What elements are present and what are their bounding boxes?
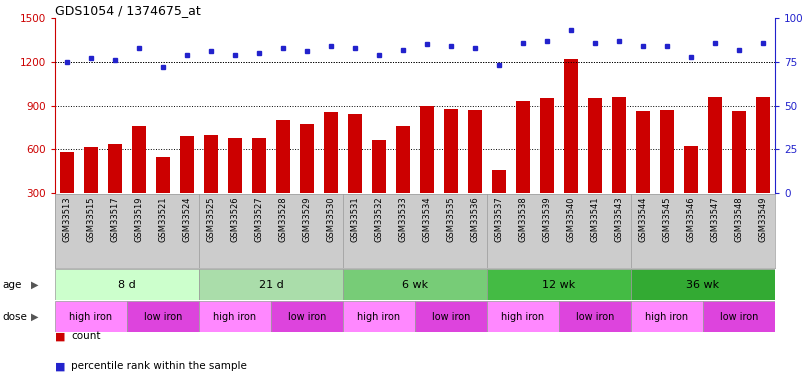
Text: 21 d: 21 d [259,279,284,290]
Text: GSM33548: GSM33548 [734,196,743,242]
Text: GSM33517: GSM33517 [110,196,119,242]
Text: GSM33545: GSM33545 [663,196,671,242]
Text: high iron: high iron [501,312,545,321]
Bar [181,136,193,193]
Bar [348,114,362,193]
Text: GSM33535: GSM33535 [447,196,455,242]
Text: GSM33539: GSM33539 [542,196,551,242]
Text: GSM33540: GSM33540 [567,196,575,242]
Bar [703,301,775,332]
Bar [631,301,703,332]
Text: GSM33515: GSM33515 [86,196,95,242]
Bar [421,106,434,193]
Text: GSM33526: GSM33526 [231,196,239,242]
Text: GSM33543: GSM33543 [614,196,624,242]
Text: GSM33537: GSM33537 [495,196,504,242]
Text: GSM33524: GSM33524 [182,196,192,242]
Text: count: count [71,331,101,341]
Bar [60,152,73,193]
Text: 12 wk: 12 wk [542,279,575,290]
Text: low iron: low iron [288,312,326,321]
Text: high iron: high iron [357,312,401,321]
Bar [127,301,199,332]
Bar [733,111,746,193]
Bar [564,59,578,193]
Bar [132,126,146,193]
Text: GSM33521: GSM33521 [159,196,168,242]
Text: GSM33536: GSM33536 [471,196,480,242]
Text: GSM33519: GSM33519 [135,196,143,242]
Text: 6 wk: 6 wk [402,279,428,290]
Text: GSM33544: GSM33544 [638,196,647,242]
Text: GSM33541: GSM33541 [591,196,600,242]
Text: GSM33532: GSM33532 [375,196,384,242]
Bar [631,269,775,300]
Text: GDS1054 / 1374675_at: GDS1054 / 1374675_at [55,4,201,17]
Bar [756,97,770,193]
Text: high iron: high iron [69,312,113,321]
Bar [301,124,314,193]
Text: percentile rank within the sample: percentile rank within the sample [71,361,247,371]
Bar [613,97,625,193]
Text: ■: ■ [55,331,65,341]
Bar [637,111,650,193]
Bar [343,269,487,300]
Bar [517,101,530,193]
Text: GSM33538: GSM33538 [518,196,527,242]
Bar [397,126,409,193]
Text: ▶: ▶ [31,279,39,290]
Bar [199,269,343,300]
Text: low iron: low iron [575,312,614,321]
Bar [343,301,415,332]
Text: ■: ■ [55,361,65,371]
Bar [487,269,631,300]
Text: high iron: high iron [646,312,688,321]
Text: GSM33549: GSM33549 [758,196,767,242]
Bar [559,301,631,332]
Text: GSM33530: GSM33530 [326,196,335,242]
Bar [55,269,199,300]
Bar [492,170,505,193]
Text: low iron: low iron [432,312,470,321]
Text: GSM33513: GSM33513 [63,196,72,242]
Text: GSM33533: GSM33533 [398,196,408,242]
Bar [468,110,482,193]
Bar [85,147,98,193]
Text: low iron: low iron [143,312,182,321]
Bar [684,146,698,193]
Bar [228,138,242,193]
Bar [660,110,674,193]
Bar [444,109,458,193]
Text: low iron: low iron [720,312,758,321]
Bar [55,301,127,332]
Text: GSM33529: GSM33529 [302,196,311,242]
Bar [324,112,338,193]
Bar [199,301,271,332]
Text: dose: dose [2,312,27,321]
Text: GSM33534: GSM33534 [422,196,431,242]
Bar [252,138,266,193]
Bar [205,135,218,193]
Text: ▶: ▶ [31,312,39,321]
Bar [156,157,169,193]
Bar [415,301,487,332]
Text: GSM33546: GSM33546 [687,196,696,242]
Bar [276,120,289,193]
Text: 36 wk: 36 wk [687,279,720,290]
Text: GSM33527: GSM33527 [255,196,264,242]
Text: high iron: high iron [214,312,256,321]
Bar [487,301,559,332]
Bar [708,97,721,193]
Bar [108,144,122,193]
Bar [372,140,385,193]
Text: 8 d: 8 d [118,279,136,290]
Text: GSM33528: GSM33528 [279,196,288,242]
Bar [540,98,554,193]
Bar [588,98,601,193]
Text: GSM33531: GSM33531 [351,196,359,242]
Text: GSM33547: GSM33547 [711,196,720,242]
Text: age: age [2,279,22,290]
Text: GSM33525: GSM33525 [206,196,215,242]
Bar [271,301,343,332]
